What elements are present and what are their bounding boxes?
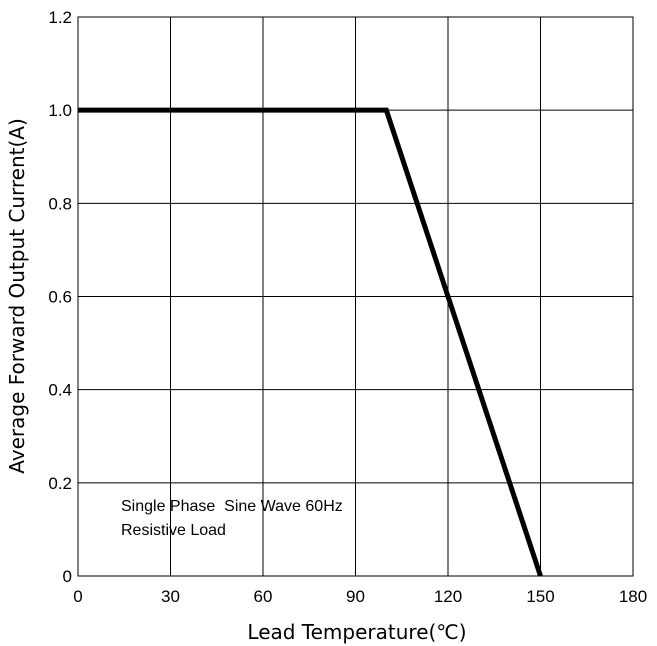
y-tick-label: 1.2: [48, 8, 72, 27]
annotation-line-2: Resistive Load: [121, 522, 226, 539]
x-tick-label: 60: [254, 587, 273, 606]
x-tick-label: 90: [346, 587, 365, 606]
y-axis-label: Average Forward Output Current(A): [5, 118, 29, 474]
y-tick-labels: 0 0.2 0.4 0.6 0.8 1.0 1.2: [48, 8, 72, 586]
y-tick-label: 0.4: [48, 381, 72, 400]
series-line: [78, 107, 543, 577]
y-tick-label: 0.6: [48, 288, 72, 307]
y-tick-label: 0.8: [48, 194, 72, 213]
annotation-line-1: Single Phase Sine Wave 60Hz: [121, 498, 343, 515]
x-axis-label: Lead Temperature(℃): [247, 620, 466, 644]
plot-frame: [77, 16, 634, 577]
y-tick-label: 1.0: [48, 101, 72, 120]
x-tick-label: 180: [619, 587, 647, 606]
x-tick-label: 150: [526, 587, 554, 606]
y-tick-label: 0: [63, 567, 72, 586]
grid: [78, 17, 633, 576]
x-tick-labels: 0 30 60 90 120 150 180: [73, 587, 647, 606]
series-group: [78, 107, 543, 577]
y-tick-label: 0.2: [48, 474, 72, 493]
x-tick-label: 0: [73, 587, 82, 606]
x-tick-label: 120: [434, 587, 462, 606]
x-tick-label: 30: [161, 587, 180, 606]
